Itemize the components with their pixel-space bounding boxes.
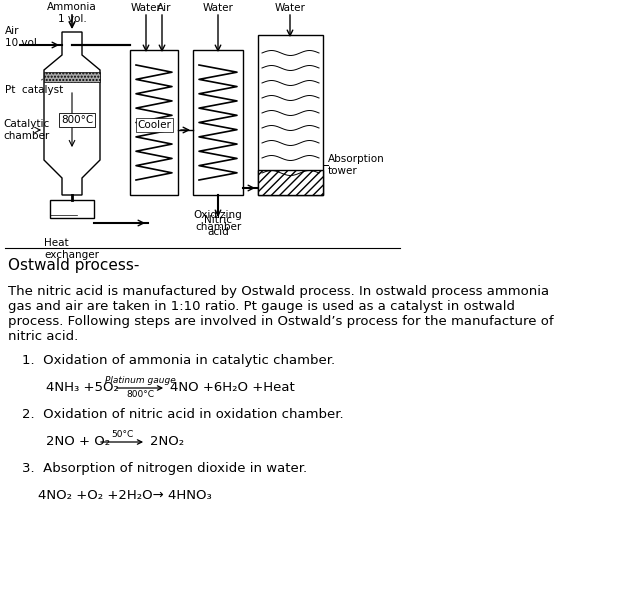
Text: 1.  Oxidation of ammonia in catalytic chamber.: 1. Oxidation of ammonia in catalytic cha…	[22, 354, 335, 367]
Text: Water: Water	[274, 3, 305, 13]
Text: Oxidizing
chamber: Oxidizing chamber	[193, 210, 243, 231]
Bar	[130, 50, 178, 195]
Text: Air
10 vol.: Air 10 vol.	[5, 26, 40, 48]
Text: Ostwald process-: Ostwald process-	[8, 258, 140, 273]
Text: Air: Air	[157, 3, 171, 13]
Text: 3.  Absorption of nitrogen dioxide in water.: 3. Absorption of nitrogen dioxide in wat…	[22, 462, 307, 475]
Polygon shape	[44, 32, 100, 195]
Text: Pt  catalyst: Pt catalyst	[5, 79, 63, 95]
Text: 4NH₃ +5O₂: 4NH₃ +5O₂	[46, 381, 119, 394]
Text: 2NO₂: 2NO₂	[150, 435, 184, 448]
Text: 2.  Oxidation of nitric acid in oxidation chamber.: 2. Oxidation of nitric acid in oxidation…	[22, 408, 344, 421]
Text: Absorption
tower: Absorption tower	[328, 154, 385, 176]
Text: 50°C: 50°C	[111, 430, 133, 439]
Text: nitric acid.: nitric acid.	[8, 330, 78, 343]
Polygon shape	[44, 72, 100, 82]
Text: Water: Water	[203, 3, 233, 13]
Text: The nitric acid is manufactured by Ostwald process. In ostwald process ammonia: The nitric acid is manufactured by Ostwa…	[8, 285, 549, 298]
Text: process. Following steps are involved in Ostwald’s process for the manufacture o: process. Following steps are involved in…	[8, 315, 554, 328]
Polygon shape	[258, 170, 323, 195]
Text: Cooler: Cooler	[137, 120, 171, 130]
Text: 2NO + O₂: 2NO + O₂	[46, 435, 110, 448]
Text: Catalytic
chamber: Catalytic chamber	[3, 119, 49, 141]
Text: Water: Water	[131, 3, 161, 13]
Text: gas and air are taken in 1:10 ratio. Pt gauge is used as a catalyst in ostwald: gas and air are taken in 1:10 ratio. Pt …	[8, 300, 515, 313]
Bar	[50, 200, 94, 218]
Bar	[258, 35, 323, 195]
Text: 800°C: 800°C	[61, 115, 93, 125]
Text: 4NO +6H₂O +Heat: 4NO +6H₂O +Heat	[170, 381, 295, 394]
Text: 4NO₂ +O₂ +2H₂O→ 4HNO₃: 4NO₂ +O₂ +2H₂O→ 4HNO₃	[38, 489, 212, 502]
Text: Ammonia
1 vol.: Ammonia 1 vol.	[47, 2, 97, 24]
Text: Heat
exchanger: Heat exchanger	[44, 238, 99, 259]
Text: Nitric
acid: Nitric acid	[204, 215, 232, 236]
Text: 800°C: 800°C	[126, 390, 154, 399]
Text: Platinum gauge: Platinum gauge	[105, 376, 175, 385]
Bar	[193, 50, 243, 195]
